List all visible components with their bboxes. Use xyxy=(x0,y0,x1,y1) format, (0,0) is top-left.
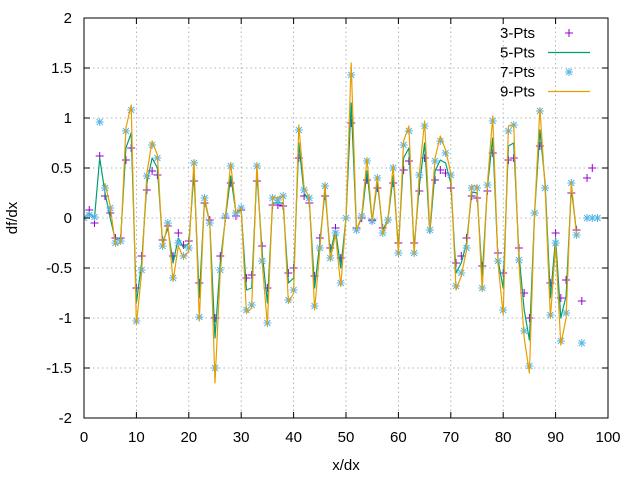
x-tick-label: 30 xyxy=(233,429,250,446)
series-9-pts xyxy=(104,62,578,384)
x-tick-label: 40 xyxy=(285,429,302,446)
x-tick-label: 50 xyxy=(338,429,355,446)
y-tick-label: -1 xyxy=(59,310,72,327)
x-tick-label: 90 xyxy=(547,429,564,446)
x-tick-label: 0 xyxy=(80,429,88,446)
x-tick-label: 70 xyxy=(442,429,459,446)
legend-label: 7-Pts xyxy=(500,64,535,81)
data-point-3-pts xyxy=(525,314,534,322)
data-point-3-pts xyxy=(362,176,371,184)
legend-item-9-pts: 9-Pts xyxy=(500,84,590,101)
y-tick-label: 0 xyxy=(64,210,72,227)
data-point-3-pts xyxy=(588,164,597,172)
y-tick-label: 2 xyxy=(64,10,72,27)
x-tick-label: 80 xyxy=(495,429,512,446)
x-tick-label: 10 xyxy=(128,429,145,446)
y-tick-label: 1 xyxy=(64,110,72,127)
legend-label: 3-Pts xyxy=(500,25,535,42)
data-point-7-pts xyxy=(174,239,183,247)
y-tick-label: -0.5 xyxy=(46,260,72,277)
y-tick-label: 0.5 xyxy=(51,160,72,177)
data-point-7-pts xyxy=(577,339,586,347)
x-tick-label: 100 xyxy=(595,429,620,446)
legend-label: 9-Pts xyxy=(500,84,535,101)
series-line-9-pts xyxy=(104,62,578,384)
legend-item-7-pts: 7-Pts xyxy=(500,64,573,81)
data-point-3-pts xyxy=(436,166,445,174)
data-point-3-pts xyxy=(347,119,356,127)
data-point-3-pts xyxy=(242,274,251,282)
data-point-3-pts xyxy=(457,252,466,260)
y-tick-label: 1.5 xyxy=(51,60,72,77)
data-point-7-pts xyxy=(441,149,450,157)
legend-item-5-pts: 5-Pts xyxy=(500,45,590,62)
data-point-7-pts xyxy=(179,252,188,260)
data-point-3-pts xyxy=(174,229,183,237)
series-3-pts xyxy=(84,119,597,322)
y-tick-label: -1.5 xyxy=(46,360,72,377)
legend-item-3-pts: 3-Pts xyxy=(500,25,573,42)
x-tick-label: 20 xyxy=(180,429,197,446)
data-point-3-pts xyxy=(583,174,592,182)
data-point-3-pts xyxy=(551,229,560,237)
data-point-7-pts xyxy=(95,118,104,126)
data-point-7-pts xyxy=(593,214,602,222)
y-axis-label: df/dx xyxy=(4,201,21,234)
axis-ticks: 0 10 20 30 40 50 60 70 80 90 100 -2 -1.5 -1 -0.5 0 0.5 1 1… xyxy=(46,10,620,446)
x-axis-label: x/dx xyxy=(332,457,360,474)
legend-label: 5-Pts xyxy=(500,45,535,62)
legend-swatch xyxy=(565,29,573,37)
legend: 3-Pts 5-Pts 7-Pts 9-Pts xyxy=(500,25,590,101)
data-point-3-pts xyxy=(577,297,586,305)
x-tick-label: 60 xyxy=(390,429,407,446)
plot-area xyxy=(84,62,602,384)
data-point-3-pts xyxy=(562,276,571,284)
data-point-7-pts xyxy=(90,213,99,221)
legend-swatch xyxy=(565,68,573,76)
data-point-3-pts xyxy=(420,154,429,162)
y-tick-label: -2 xyxy=(59,410,72,427)
